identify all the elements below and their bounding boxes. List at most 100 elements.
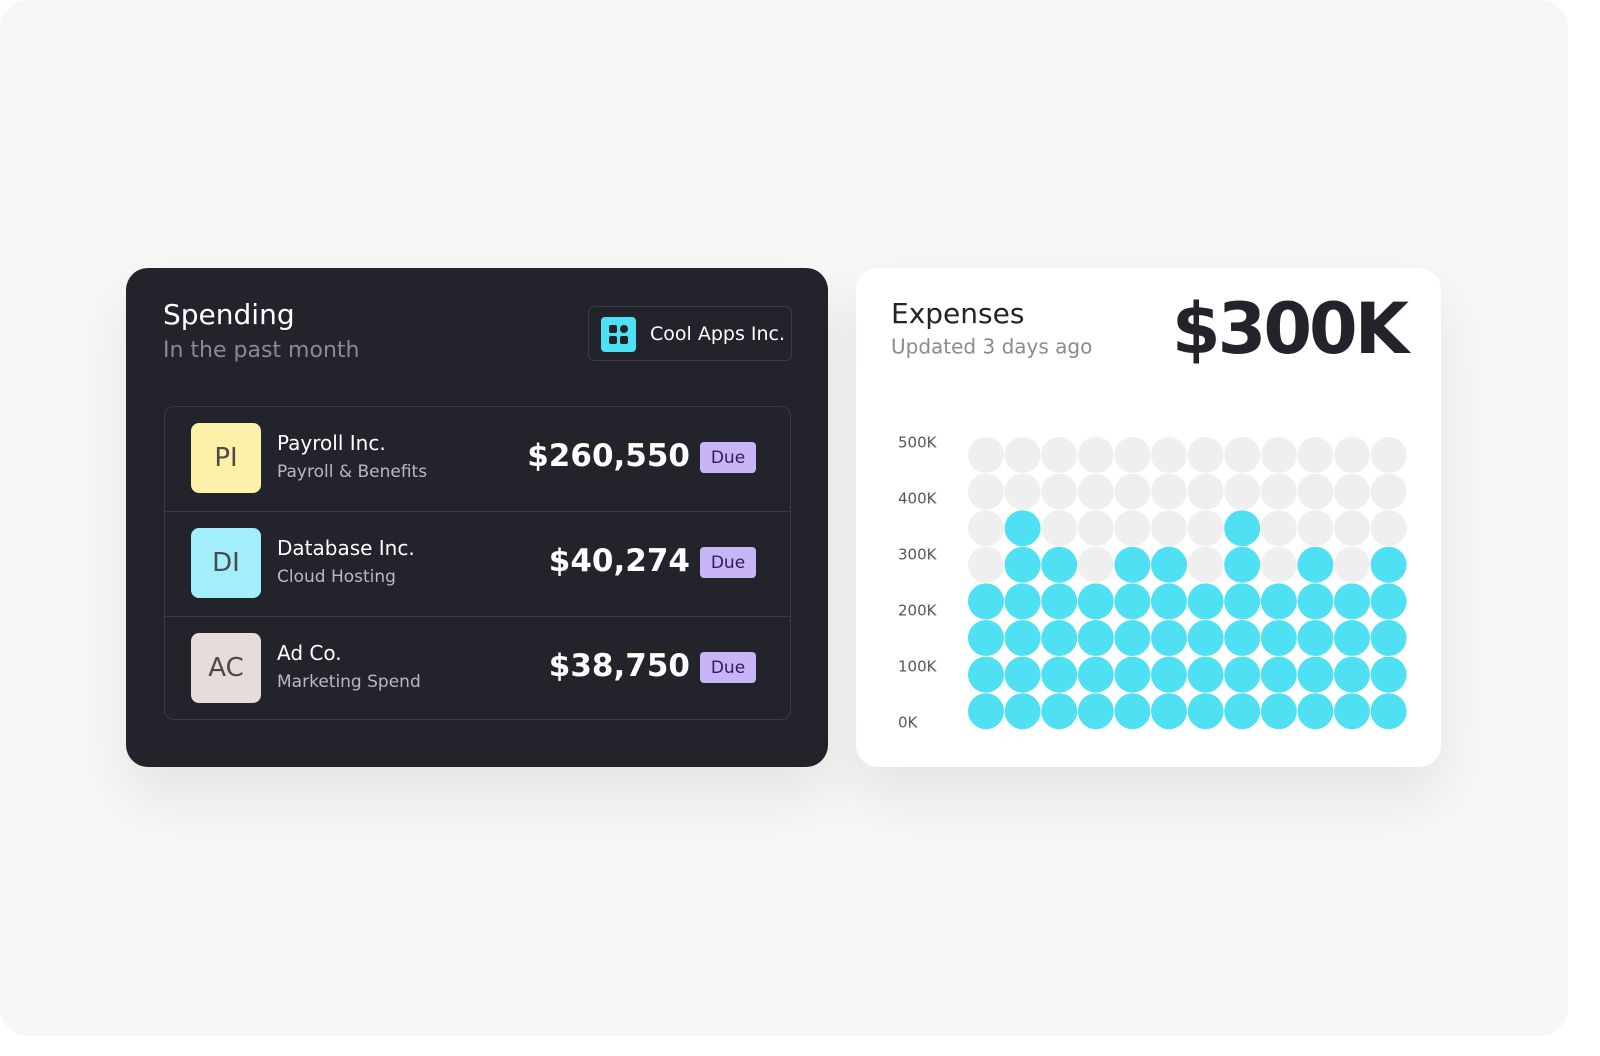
category: Marketing Spend [277,672,421,692]
dot-filled [1077,693,1114,730]
dot-filled [1114,546,1151,583]
payment-row[interactable]: DI Database Inc. Cloud Hosting $40,274 D… [165,511,790,616]
dot-column [1004,437,1041,730]
dot-filled [968,693,1004,730]
dot-empty [1260,546,1297,583]
category: Cloud Hosting [277,567,396,587]
dot-column [1077,437,1114,730]
payment-row[interactable]: PI Payroll Inc. Payroll & Benefits $260,… [165,407,790,512]
y-tick-label: 0K [898,714,919,732]
dot-empty [1151,510,1187,547]
dot-empty [968,546,1004,583]
y-tick-label: 100K [898,658,938,676]
dot-filled [1041,546,1078,583]
dot-column [1041,437,1078,730]
dot-empty [1114,510,1151,547]
dot-filled [1041,693,1078,730]
dot-column [1114,437,1151,730]
y-tick-label: 300K [898,546,938,564]
dot-empty [1004,437,1041,473]
payment-row[interactable]: AC Ad Co. Marketing Spend $38,750 Due [165,616,790,721]
dot-filled [1004,546,1041,583]
dot-empty [1297,437,1334,473]
dot-empty [1077,546,1114,583]
dot-empty [968,510,1004,547]
dot-filled [1297,583,1334,620]
amount: $38,750 [548,648,690,684]
dot-filled [1334,583,1370,620]
dot-filled [1334,656,1370,693]
dot-filled [1224,620,1261,656]
dot-empty [1334,473,1370,510]
dot-filled [1151,656,1187,693]
dot-empty [1041,473,1078,510]
payment-list: PI Payroll Inc. Payroll & Benefits $260,… [164,406,791,720]
dot-filled [1260,693,1297,730]
dot-column [968,437,1004,730]
dot-empty [1151,437,1187,473]
company-chip[interactable]: Cool Apps Inc. [588,306,792,361]
dot-empty [968,473,1004,510]
dot-filled [1151,546,1187,583]
dot-filled [1151,620,1187,656]
amount: $40,274 [548,543,690,579]
dot-filled [1114,693,1151,730]
chart: Expenses Updated 3 days ago $300K 0K 100K… [891,288,1415,732]
dot-column [1297,437,1334,730]
dot-filled [1370,656,1407,693]
dot-filled [1297,656,1334,693]
dot-empty [1114,437,1151,473]
dot-empty [1224,473,1261,510]
dot-filled [1260,656,1297,693]
dot-filled [1370,583,1407,620]
dot-empty [1004,473,1041,510]
dot-filled [1004,583,1041,620]
dot-empty [1041,510,1078,547]
dot-filled [1370,620,1407,656]
dot-filled [1260,620,1297,656]
avatar: AC [191,633,261,703]
dot-column [1187,437,1224,730]
dot-empty [1151,473,1187,510]
total: $300K [1172,288,1412,370]
dot-empty [1077,473,1114,510]
dot-filled [1334,693,1370,730]
dot-empty [1297,510,1334,547]
dot-column [1260,437,1297,730]
company-name: Cool Apps Inc. [650,323,786,345]
chart-title: Expenses [891,297,1024,330]
dot-empty [1260,437,1297,473]
chart-subtitle: Updated 3 days ago [891,335,1092,359]
dot-filled [1224,656,1261,693]
dot-filled [1187,583,1224,620]
dot-empty [968,437,1004,473]
dot-empty [1114,473,1151,510]
dot-empty [1041,437,1078,473]
title: Spending [163,298,295,331]
dot-filled [1004,510,1041,547]
expenses-card: Expenses Updated 3 days ago $300K 0K 100K… [856,268,1441,767]
y-tick-label: 400K [898,490,938,508]
avatar: PI [191,423,261,493]
dot-empty [1334,437,1370,473]
dot-filled [1187,693,1224,730]
dot-filled [1004,656,1041,693]
dot-empty [1187,437,1224,473]
dot-empty [1077,510,1114,547]
y-tick-label: 500K [898,434,938,452]
dot-filled [1077,583,1114,620]
dot-empty [1187,510,1224,547]
dot-filled [1370,546,1407,583]
dot-filled [1151,583,1187,620]
dot-empty [1370,437,1407,473]
dot-filled [1260,583,1297,620]
payee: Payroll Inc. [277,431,386,455]
dot-filled [968,620,1004,656]
background: Spending In the past month Cool Apps Inc… [126,268,1441,767]
dot-filled [1151,693,1187,730]
dot-filled [1187,656,1224,693]
status-badge: Due [700,442,756,473]
dot-column [1370,437,1407,730]
dot-filled [1114,620,1151,656]
